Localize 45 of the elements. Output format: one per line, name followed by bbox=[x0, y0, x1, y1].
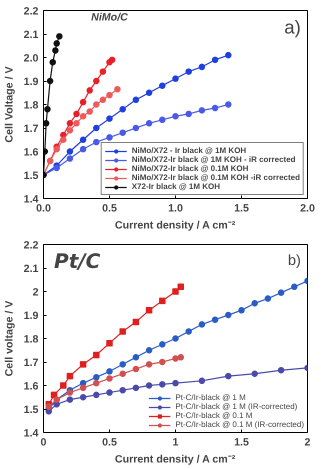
x-tick-label: 0.5 bbox=[102, 202, 117, 214]
y-tick-label: 1.5 bbox=[24, 170, 39, 182]
y-tick-label: 1.8 bbox=[24, 100, 39, 112]
legend-label: Pt-C/Ir-black @ 1 M (IR-corrected) bbox=[175, 402, 298, 411]
x-tick-label: 1 bbox=[172, 436, 179, 448]
x-axis-title: Current density / A cm⁻² bbox=[114, 454, 236, 466]
legend-label: X72-Ir black @ 1M KOH bbox=[132, 182, 220, 191]
chart-title: Pt/C bbox=[54, 248, 101, 273]
y-tick-label: 1.4 bbox=[24, 428, 39, 440]
y-tick-label: 1.9 bbox=[24, 310, 39, 322]
y-tick-label: 1.7 bbox=[24, 123, 39, 135]
legend-label: NiMo/X72-Ir black @ 0.1M KOH -iR corrected bbox=[132, 173, 300, 182]
x-tick-label: 2 bbox=[304, 436, 311, 448]
annotation: a) bbox=[284, 16, 301, 38]
y-tick-label: 2.2 bbox=[24, 240, 39, 252]
annotation: b) bbox=[288, 252, 301, 269]
x-tick-label: 0.0 bbox=[36, 202, 51, 214]
y-tick-label: 2.1 bbox=[24, 29, 39, 41]
y-tick-label: 1.7 bbox=[24, 357, 39, 369]
y-axis-title: Cell Voltage / V bbox=[4, 66, 16, 143]
legend-label: Pt-C/Ir-black @ 1 M bbox=[175, 393, 246, 402]
y-tick-label: 2.0 bbox=[24, 52, 39, 64]
legend-label: NiMo/X72-Ir black @ 0.1M KOH bbox=[132, 164, 248, 173]
x-tick-label: 1.5 bbox=[234, 436, 249, 448]
x-tick-label: 2.0 bbox=[300, 202, 315, 214]
y-tick-label: 1.6 bbox=[24, 380, 39, 392]
y-tick-label: 1.8 bbox=[24, 334, 39, 346]
legend-label: Pt-C/Ir-black @ 0.1 M (IR-corrected) bbox=[175, 420, 304, 429]
y-tick-label: 2 bbox=[32, 286, 39, 298]
legend-label: NiMo/X72-Ir black @ 1M KOH - iR corrected bbox=[132, 155, 296, 164]
y-tick-label: 2.2 bbox=[24, 6, 39, 18]
chart-title: NiMo/C bbox=[91, 12, 128, 24]
x-tick-label: 1.5 bbox=[234, 202, 249, 214]
legend-label: NiMo/X72 - Ir black @ 1M KOH bbox=[132, 146, 246, 155]
x-axis-title: Current density / A cm⁻² bbox=[114, 220, 236, 232]
x-tick-label: 1.0 bbox=[168, 202, 183, 214]
y-axis-title: Cell voltage / V bbox=[4, 300, 16, 376]
y-tick-label: 1.5 bbox=[24, 404, 39, 416]
legend-label: Pt-C/Ir-black @ 0.1 M bbox=[175, 411, 252, 420]
y-tick-label: 1.9 bbox=[24, 76, 39, 88]
x-tick-label: 0 bbox=[40, 436, 47, 448]
y-tick-label: 2.1 bbox=[24, 263, 39, 275]
y-tick-label: 1.6 bbox=[24, 146, 39, 158]
y-tick-label: 1.4 bbox=[24, 194, 39, 206]
x-tick-label: 0.5 bbox=[102, 436, 117, 448]
